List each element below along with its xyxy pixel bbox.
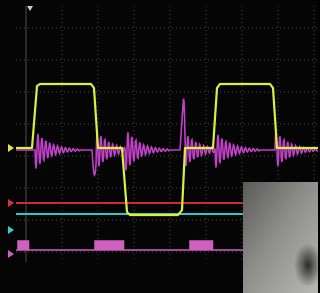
oscilloscope-screen xyxy=(0,0,318,293)
page: (() => { const svg = document.getElement… xyxy=(0,0,320,293)
